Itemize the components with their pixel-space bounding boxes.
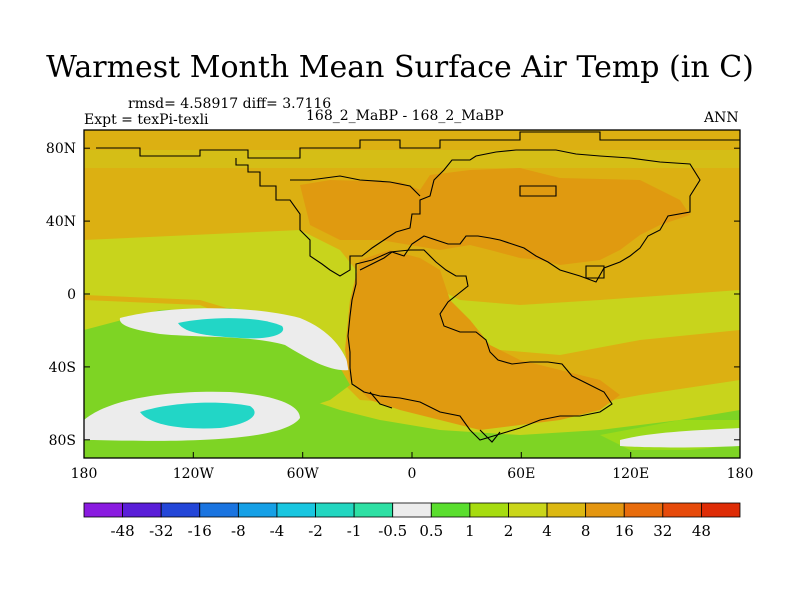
x-tick-label: 180: [727, 466, 754, 482]
season-label: ANN: [704, 110, 739, 126]
colorbar-label: -16: [188, 522, 212, 540]
x-tick-labels: 180 120W 60W 0 60E 120E 180: [71, 466, 754, 482]
colorbar-swatch: [237, 502, 278, 518]
colorbar-swatch: [315, 502, 355, 518]
y-tick-label: 40S: [49, 360, 76, 376]
experiment-label: Expt = texPi-texli: [84, 112, 209, 128]
colorbar-label: -0.5: [378, 522, 407, 540]
coast-north-america: [290, 175, 421, 197]
chart-title: Warmest Month Mean Surface Air Temp (in …: [46, 50, 754, 85]
colorbar-swatch: [701, 502, 741, 518]
colorbar-label: 32: [653, 522, 672, 540]
colorbar-label: -8: [231, 522, 246, 540]
colorbar-label: 16: [615, 522, 634, 540]
colorbar-swatch: [276, 502, 316, 518]
coast-island: [585, 265, 605, 279]
y-tick-label: 40N: [46, 214, 76, 230]
y-tick-label: 80N: [46, 141, 76, 157]
coast-detail-1: [369, 391, 393, 409]
colorbar-label: -4: [270, 522, 285, 540]
colorbar-swatch: [469, 502, 509, 518]
coast-southern: [347, 249, 613, 441]
colorbar-label: 2: [504, 522, 514, 540]
colorbar-label: -1: [347, 522, 362, 540]
x-tick-label: 120W: [173, 466, 215, 482]
colorbar-label: -48: [111, 522, 135, 540]
colorbar-swatch: [508, 502, 548, 518]
colorbar-label: 48: [692, 522, 711, 540]
colorbar-swatch: [430, 502, 471, 518]
colorbar-label: -32: [149, 522, 173, 540]
colorbar-swatch: [662, 502, 702, 518]
subtitle: 168_2_MaBP - 168_2_MaBP: [306, 108, 504, 124]
coast-detail-2: [479, 429, 501, 443]
coast-arctic: [96, 131, 740, 159]
colorbar-swatch: [546, 502, 587, 518]
y-tick-label: 80S: [49, 433, 76, 449]
x-tick-label: 120E: [612, 466, 649, 482]
colorbar-swatch: [392, 502, 432, 518]
colorbar-label: 4: [542, 522, 552, 540]
field-warm-north: [300, 168, 690, 265]
field-light-se: [620, 428, 740, 448]
x-tick-marks: [83, 452, 741, 458]
colorbar-swatch: [160, 502, 201, 518]
colorbar: [83, 502, 741, 518]
colorbar-label: -2: [308, 522, 323, 540]
y-tick-marks: [84, 147, 740, 441]
coast-inland-block: [519, 185, 557, 197]
colorbar-label: 1: [465, 522, 475, 540]
y-tick-label: 0: [67, 287, 76, 303]
field-cyan-lower: [140, 402, 255, 429]
colorbar-swatch: [122, 502, 162, 518]
colorbar-swatch: [199, 502, 239, 518]
temperature-field: [84, 130, 740, 458]
y-tick-labels: 80N 40N 0 40S 80S: [46, 141, 76, 449]
colorbar-labels: -48 -32 -16 -8 -4 -2 -1 -0.5 0.5 1 2 4 8 16 32 48: [111, 522, 711, 540]
stats-line: rmsd= 4.58917 diff= 3.7116: [128, 96, 332, 112]
x-tick-label: 0: [408, 466, 417, 482]
x-tick-label: 180: [71, 466, 98, 482]
field-light-upper: [119, 308, 350, 371]
colorbar-swatch: [585, 502, 625, 518]
colorbar-swatch: [353, 502, 394, 518]
coastlines: [96, 131, 740, 443]
x-tick-label: 60W: [287, 466, 320, 482]
field-cyan-upper: [178, 318, 284, 339]
coast-northern: [235, 149, 701, 283]
colorbar-label: 8: [581, 522, 591, 540]
colorbar-swatch: [623, 502, 664, 518]
colorbar-label: 0.5: [419, 522, 443, 540]
colorbar-swatch: [83, 502, 123, 518]
field-warm-south: [345, 250, 620, 430]
x-tick-label: 60E: [507, 466, 535, 482]
